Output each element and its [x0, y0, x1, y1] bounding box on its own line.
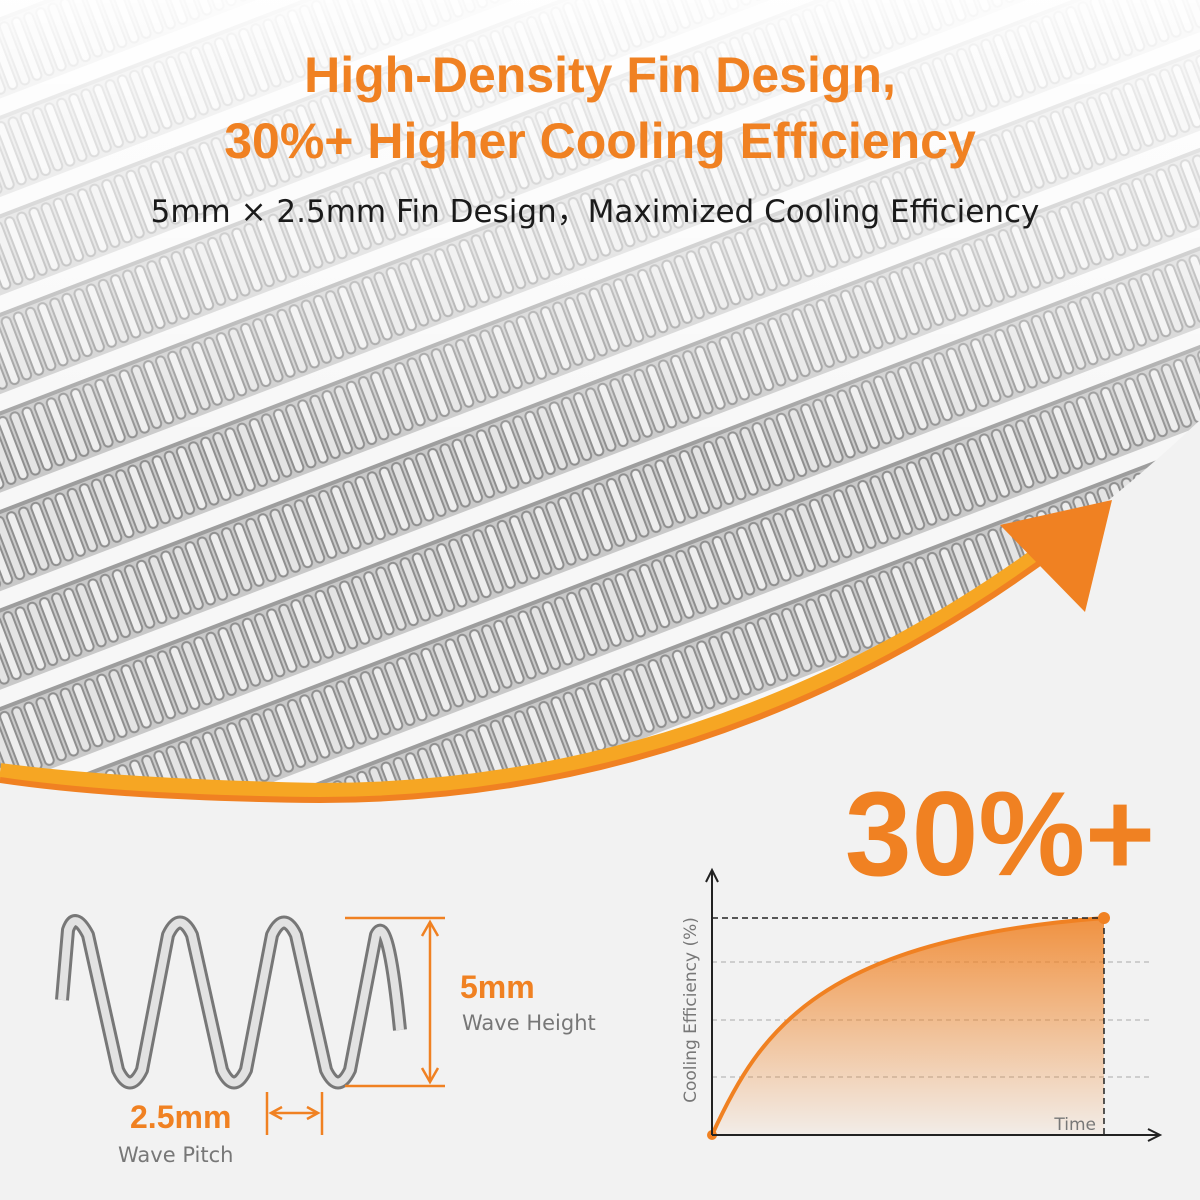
efficiency-graph: Cooling Efficiency (%) Time: [681, 867, 1163, 1142]
curve: [710, 916, 1105, 1136]
title-line: 30%+ Higher Cooling Efficiency: [224, 113, 976, 169]
pitch-label: Wave Pitch: [118, 1143, 233, 1167]
area: [712, 918, 1104, 1135]
y-axis-label: Cooling Efficiency (%): [681, 917, 701, 1103]
x-axis-label: Time: [1053, 1115, 1096, 1135]
orange-arc-edge: [0, 545, 1062, 804]
title-line: High-Density Fin Design,: [304, 47, 896, 103]
highlight: 30%+: [845, 767, 1155, 901]
dimension-lines: [265, 916, 445, 1135]
arrow-head: [1000, 500, 1112, 612]
pitch-value: 2.5mm: [130, 1099, 231, 1135]
height-value: 5mm: [460, 969, 535, 1005]
height-label: Wave Height: [462, 1011, 596, 1035]
fin-photo: [0, 0, 1200, 790]
subtitle: 5mm × 2.5mm Fin Design，Maximized Cooling…: [151, 194, 1040, 230]
orange-arc: [0, 532, 1066, 802]
fin-wave-inner: [58, 917, 404, 1087]
